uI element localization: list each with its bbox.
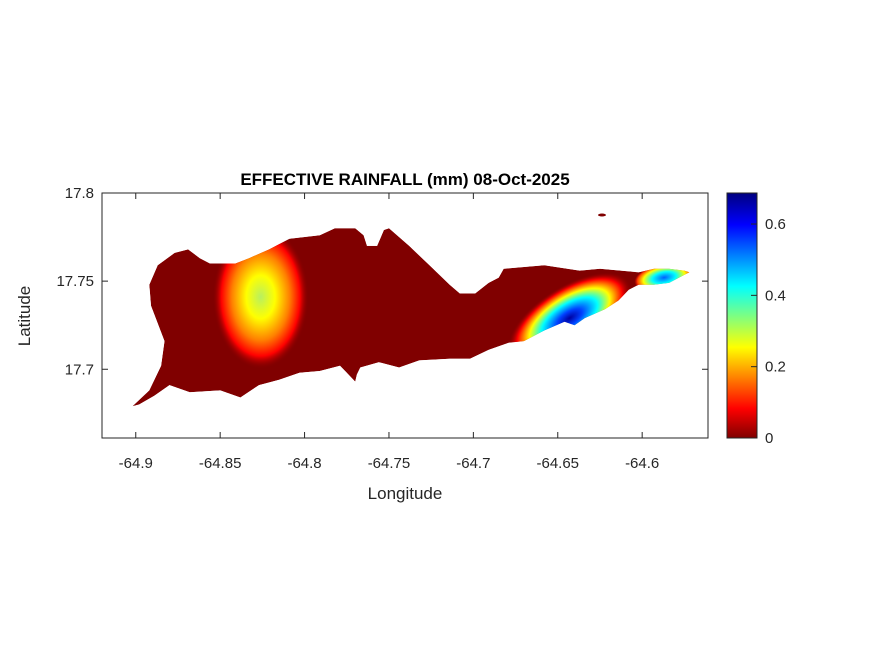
y-tick-label: 17.8: [65, 185, 94, 202]
x-tick-label: -64.65: [536, 455, 579, 472]
x-tick-label: -64.9: [119, 455, 153, 472]
x-tick-label: -64.8: [287, 455, 321, 472]
y-tick-label: 17.75: [56, 273, 94, 290]
x-tick-label: -64.75: [368, 455, 411, 472]
colorbar-tick-label: 0.4: [765, 287, 786, 304]
y-axis-label: Latitude: [15, 286, 34, 347]
x-tick-label: -64.85: [199, 455, 242, 472]
colorbar-gradient: [726, 192, 758, 439]
colorbar-tick-label: 0: [765, 430, 773, 447]
colorbar-tick-label: 0.2: [765, 359, 786, 376]
colorbar: 0 0.2 0.4 0.6: [726, 192, 786, 447]
small-islet: [598, 213, 606, 217]
x-tick-label: -64.6: [625, 455, 659, 472]
x-tick-label: -64.7: [456, 455, 490, 472]
colorbar-tick-label: 0.6: [765, 216, 786, 233]
y-tick-label: 17.7: [65, 361, 94, 378]
plot-area: -64.9 -64.85 -64.8 -64.75 -64.7 -64.65 -64.6 1…: [56, 185, 709, 472]
axes-box: [101, 192, 709, 439]
rainfall-field: [132, 228, 690, 407]
chart-title: EFFECTIVE RAINFALL (mm) 08-Oct-2025: [240, 170, 569, 189]
x-axis-label: Longitude: [368, 484, 443, 503]
